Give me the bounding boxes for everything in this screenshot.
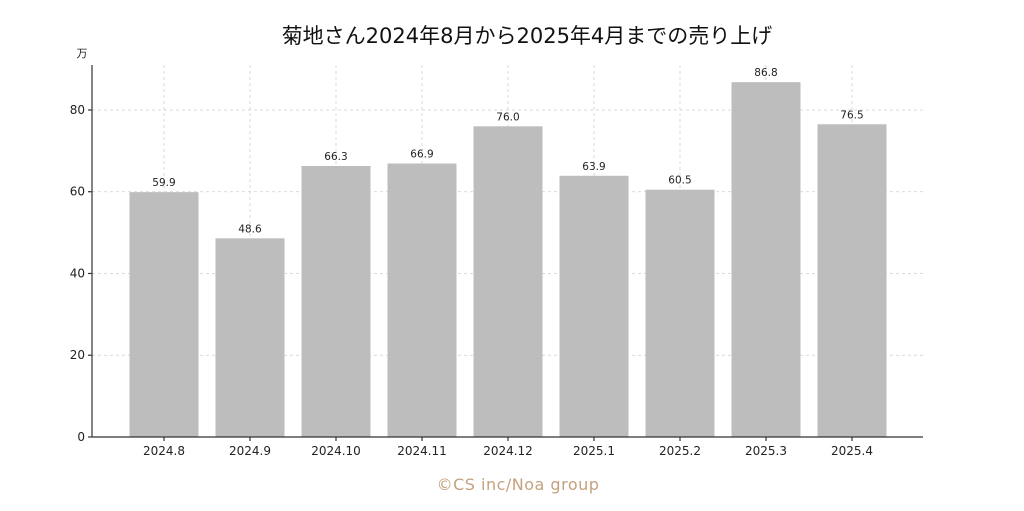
x-tick-label: 2024.11 bbox=[397, 444, 447, 458]
copyright-credit: ©CS inc/Noa group bbox=[437, 475, 600, 494]
x-tick-label: 2025.1 bbox=[573, 444, 615, 458]
data-label-2024.8: 59.9 bbox=[152, 177, 175, 189]
bar-2025.2 bbox=[645, 189, 715, 437]
data-label-2025.4: 76.5 bbox=[840, 109, 863, 121]
y-tick-label: 0 bbox=[77, 430, 85, 444]
y-tick-label: 40 bbox=[70, 266, 85, 280]
bar-2024.9 bbox=[215, 238, 285, 437]
bar-2024.12 bbox=[473, 126, 543, 438]
data-label-2024.11: 66.9 bbox=[410, 149, 433, 161]
y-tick-label: 80 bbox=[70, 103, 85, 117]
data-label-2025.3: 86.8 bbox=[754, 67, 777, 79]
bar-2024.11 bbox=[387, 163, 457, 437]
x-tick-label: 2024.9 bbox=[229, 444, 271, 458]
bars bbox=[129, 82, 887, 438]
data-label-2024.10: 66.3 bbox=[324, 151, 347, 163]
y-tick-label: 60 bbox=[70, 185, 85, 199]
y-tick-label: 20 bbox=[70, 348, 85, 362]
data-label-2025.1: 63.9 bbox=[582, 161, 605, 173]
data-label-2024.12: 76.0 bbox=[496, 111, 519, 123]
x-tick-labels: 2024.8 2024.9 2024.10 2024.11 2024.12 2025.1 2… bbox=[143, 437, 873, 458]
data-label-2024.9: 48.6 bbox=[238, 223, 262, 235]
x-tick-label: 2025.3 bbox=[745, 444, 787, 458]
x-tick-label: 2024.10 bbox=[311, 444, 361, 458]
data-labels: 59.9 48.6 66.3 66.9 76.0 63.9 60.5 86.8 76.5 bbox=[152, 67, 863, 235]
bar-2025.1 bbox=[559, 175, 629, 438]
x-tick-label: 2025.4 bbox=[831, 444, 873, 458]
data-label-2025.2: 60.5 bbox=[668, 175, 691, 187]
y-axis-unit-label: 万 bbox=[77, 47, 88, 60]
y-tick-labels: 0 20 40 60 80 bbox=[70, 103, 92, 444]
bar-2024.8 bbox=[129, 192, 199, 437]
bar-2025.3 bbox=[731, 82, 801, 438]
bar-2024.10 bbox=[301, 165, 371, 437]
x-tick-label: 2024.8 bbox=[143, 444, 185, 458]
chart-title: 菊地さん2024年8月から2025年4月までの売り上げ bbox=[282, 24, 773, 48]
bar-2025.4 bbox=[817, 124, 887, 438]
x-tick-label: 2025.2 bbox=[659, 444, 701, 458]
x-tick-label: 2024.12 bbox=[483, 444, 533, 458]
